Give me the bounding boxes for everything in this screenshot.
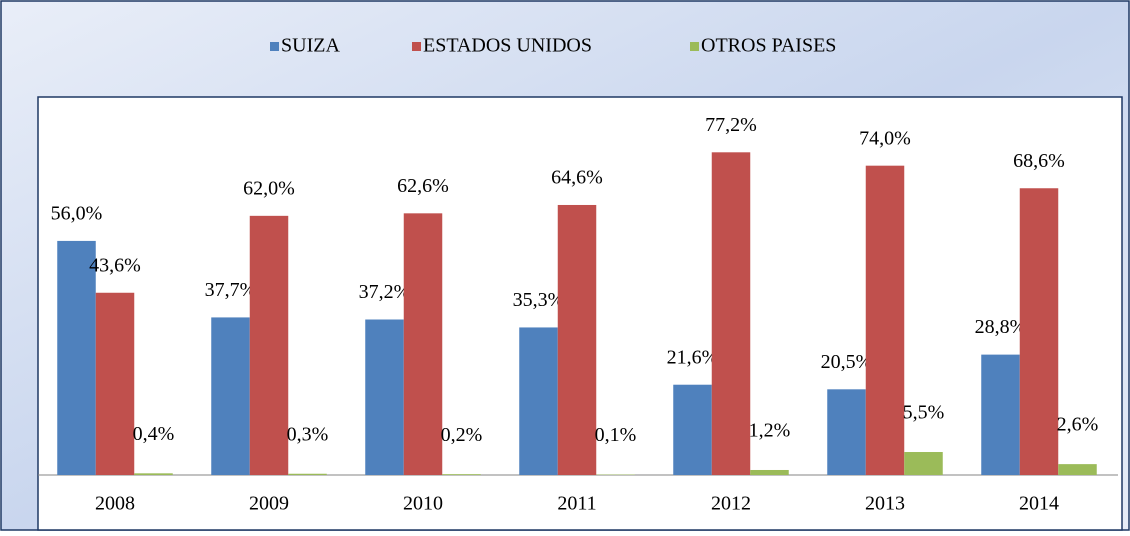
data-label: 1,2%: [749, 420, 791, 442]
data-label: 21,6%: [667, 346, 719, 368]
data-label: 0,2%: [441, 424, 483, 446]
x-tick-label: 2008: [95, 493, 135, 515]
legend-label: OTROS PAISES: [701, 35, 836, 57]
data-label: 20,5%: [821, 351, 873, 373]
data-label: 68,6%: [1013, 150, 1065, 172]
legend-swatch: [412, 42, 421, 51]
bar: [519, 327, 558, 475]
bar: [981, 355, 1020, 475]
data-label: 64,6%: [551, 167, 603, 189]
data-label: 74,0%: [859, 127, 911, 149]
x-tick-label: 2012: [711, 493, 751, 515]
legend-label: ESTADOS UNIDOS: [423, 35, 592, 57]
data-label: 77,2%: [705, 114, 757, 136]
data-label: 0,3%: [287, 423, 329, 445]
legend-swatch: [270, 42, 279, 51]
bar: [442, 474, 481, 475]
bar: [558, 205, 597, 475]
data-label: 2,6%: [1057, 414, 1099, 436]
data-label: 62,0%: [243, 177, 295, 199]
bar: [211, 317, 250, 475]
bar: [288, 474, 327, 475]
bar: [1058, 464, 1097, 475]
legend-swatch: [690, 42, 699, 51]
bar: [866, 166, 905, 475]
data-label: 62,6%: [397, 175, 449, 197]
x-tick-label: 2014: [1019, 493, 1059, 515]
x-tick-label: 2009: [249, 493, 289, 515]
bar: [365, 320, 404, 475]
data-label: 0,1%: [595, 424, 637, 446]
bar: [904, 452, 943, 475]
bar: [134, 473, 173, 475]
data-label: 5,5%: [903, 402, 945, 424]
data-label: 37,7%: [205, 279, 257, 301]
data-label: 43,6%: [89, 254, 141, 276]
x-tick-label: 2011: [557, 493, 596, 515]
bar: [404, 213, 443, 475]
bar: [750, 470, 789, 475]
bar: [673, 385, 712, 475]
x-tick-label: 2010: [403, 493, 443, 515]
data-label: 28,8%: [975, 316, 1027, 338]
bar: [712, 152, 751, 475]
bar: [250, 216, 289, 475]
data-label: 0,4%: [133, 423, 175, 445]
data-label: 56,0%: [51, 203, 103, 225]
x-tick-label: 2013: [865, 493, 905, 515]
data-label: 35,3%: [513, 289, 565, 311]
data-label: 37,2%: [359, 281, 411, 303]
legend-label: SUIZA: [281, 35, 340, 57]
bar: [96, 293, 135, 475]
bar: [1020, 188, 1059, 475]
bar: [827, 389, 866, 475]
